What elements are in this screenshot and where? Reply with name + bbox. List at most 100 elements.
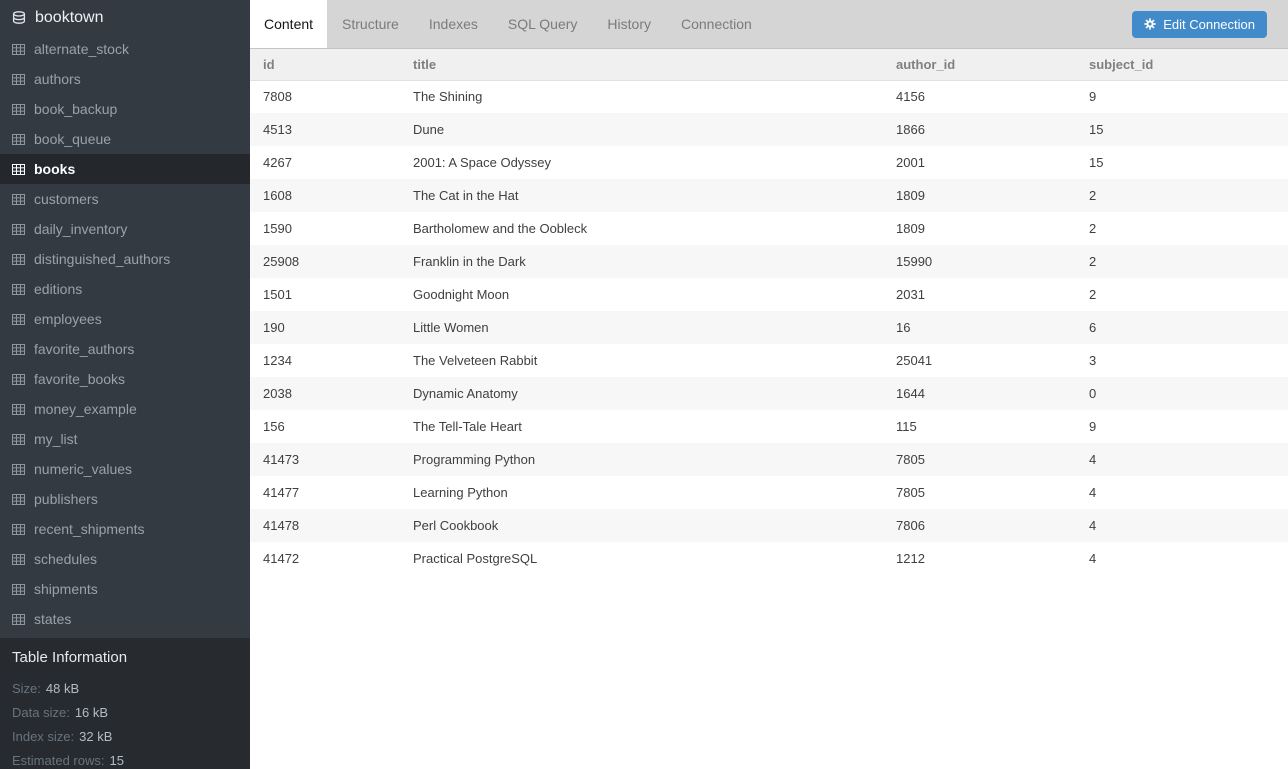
column-header-subject_id[interactable]: subject_id — [1076, 49, 1288, 81]
sidebar-item-authors[interactable]: authors — [0, 64, 250, 94]
table-info-label: Data size: — [12, 704, 70, 720]
cell-subject_id: 2 — [1089, 254, 1097, 269]
sidebar-item-employees[interactable]: employees — [0, 304, 250, 334]
table-row[interactable]: 41477 Learning Python 7805 4 — [250, 476, 1288, 509]
edit-connection-button[interactable]: Edit Connection — [1132, 10, 1267, 38]
table-row[interactable]: 41472 Practical PostgreSQL 1212 4 — [250, 542, 1288, 575]
table-info-panel: Table Information Size: 48 kB Data size:… — [0, 638, 250, 769]
tab-structure[interactable]: Structure — [342, 16, 399, 32]
table-info-rows: Size: 48 kB Data size: 16 kB Index size:… — [12, 676, 238, 769]
sidebar-item-books[interactable]: books — [0, 154, 250, 184]
cell-author_id: 1212 — [896, 551, 925, 566]
cell-subject_id: 4 — [1089, 518, 1097, 533]
cell-title: The Shining — [413, 89, 483, 105]
sidebar-item-alternate_stock[interactable]: alternate_stock — [0, 34, 250, 64]
table-row[interactable]: 4267 2001: A Space Odyssey 2001 15 — [250, 146, 1288, 179]
sidebar-item-database[interactable]: booktown — [0, 2, 250, 34]
column-header-author_id[interactable]: author_id — [883, 49, 1076, 81]
table-info-title: Table Information — [12, 649, 128, 666]
sidebar-table-label: editions — [34, 281, 83, 297]
sidebar-item-publishers[interactable]: publishers — [0, 484, 250, 514]
sidebar-item-favorite_books[interactable]: favorite_books — [0, 364, 250, 394]
table-row[interactable]: 2038 Dynamic Anatomy 1644 0 — [250, 377, 1288, 410]
table-row[interactable]: 1590 Bartholomew and the Oobleck 1809 2 — [250, 212, 1288, 245]
tab-connection[interactable]: Connection — [680, 16, 752, 32]
gear-icon — [1144, 18, 1156, 30]
sidebar-item-numeric_values[interactable]: numeric_values — [0, 454, 250, 484]
table-list: alternate_stock authors book_backup — [0, 34, 250, 638]
tab-content[interactable]: Content — [250, 0, 328, 48]
sidebar-table-label: schedules — [34, 551, 98, 567]
table-info-row: Size: 48 kB — [12, 676, 238, 700]
database-icon — [12, 11, 26, 25]
sidebar-item-recent_shipments[interactable]: recent_shipments — [0, 514, 250, 544]
sidebar-item-customers[interactable]: customers — [0, 184, 250, 214]
cell-author_id: 16 — [896, 320, 911, 335]
sidebar-item-book_queue[interactable]: book_queue — [0, 124, 250, 154]
table-icon — [12, 223, 25, 235]
table-row[interactable]: 156 The Tell-Tale Heart 115 9 — [250, 410, 1288, 443]
table-row[interactable]: 41473 Programming Python 7805 4 — [250, 443, 1288, 476]
table-info-value: 16 kB — [74, 704, 109, 720]
cell-author_id: 7805 — [896, 452, 925, 467]
table-row[interactable]: 25908 Franklin in the Dark 15990 2 — [250, 245, 1288, 278]
table-icon — [12, 193, 25, 205]
cell-subject_id: 4 — [1089, 452, 1097, 467]
cell-author_id: 25041 — [896, 353, 933, 368]
tabs: Content Structure Indexes SQL Query History C… — [250, 0, 767, 48]
cell-title: Dynamic Anatomy — [413, 386, 518, 401]
cell-author_id: 1644 — [896, 386, 925, 401]
sidebar-item-favorite_authors[interactable]: favorite_authors — [0, 334, 250, 364]
cell-subject_id: 15 — [1089, 122, 1104, 137]
table-info-row: Estimated rows: 15 — [12, 748, 238, 769]
table-row[interactable]: 190 Little Women 16 6 — [250, 311, 1288, 344]
tab-indexes[interactable]: Indexes — [428, 16, 478, 32]
sidebar-item-book_backup[interactable]: book_backup — [0, 94, 250, 124]
cell-title: Dune — [413, 122, 445, 137]
table-row[interactable]: 4513 Dune 1866 15 — [250, 113, 1288, 146]
sidebar-item-money_example[interactable]: money_example — [0, 394, 250, 424]
cell-subject_id: 6 — [1089, 320, 1097, 335]
sidebar-item-states[interactable]: states — [0, 604, 250, 634]
tab-sql-query[interactable]: SQL Query — [507, 16, 578, 32]
sidebar-table-label: my_list — [34, 431, 78, 447]
cell-title: The Tell-Tale Heart — [413, 419, 522, 434]
tab-history[interactable]: History — [607, 16, 651, 32]
cell-id: 41478 — [263, 518, 300, 533]
cell-title: Practical PostgreSQL — [413, 551, 538, 566]
table-icon — [12, 583, 25, 595]
table-row[interactable]: 1608 The Cat in the Hat 1809 2 — [250, 179, 1288, 212]
cell-subject_id: 2 — [1089, 188, 1097, 203]
cell-id: 7808 — [263, 89, 292, 105]
cell-title: Perl Cookbook — [413, 518, 499, 533]
content-area: id title author_id subject_id 7808 The Shini… — [250, 49, 1288, 769]
column-header-title[interactable]: title — [400, 49, 883, 81]
table-row[interactable]: 7808 The Shining 4156 9 — [250, 80, 1288, 113]
cell-id: 1501 — [263, 287, 292, 302]
sidebar-item-my_list[interactable]: my_list — [0, 424, 250, 454]
cell-title: The Cat in the Hat — [413, 188, 519, 203]
cell-id: 41472 — [263, 551, 300, 566]
sidebar-item-distinguished_authors[interactable]: distinguished_authors — [0, 244, 250, 274]
sidebar-table-label: customers — [34, 191, 99, 207]
table-row[interactable]: 1501 Goodnight Moon 2031 2 — [250, 278, 1288, 311]
main-panel: Content Structure Indexes SQL Query History C… — [250, 0, 1288, 769]
cell-id: 41473 — [263, 452, 300, 467]
cell-subject_id: 9 — [1089, 89, 1097, 105]
cell-id: 4267 — [263, 155, 292, 170]
table-row[interactable]: 1234 The Velveteen Rabbit 25041 3 — [250, 344, 1288, 377]
sidebar-item-shipments[interactable]: shipments — [0, 574, 250, 604]
column-header-id[interactable]: id — [250, 49, 400, 81]
cell-title: The Velveteen Rabbit — [413, 353, 538, 368]
sidebar-table-label: employees — [34, 311, 102, 327]
sidebar-item-editions[interactable]: editions — [0, 274, 250, 304]
table-icon — [12, 403, 25, 415]
sidebar-item-schedules[interactable]: schedules — [0, 544, 250, 574]
table-icon — [12, 373, 25, 385]
table-row[interactable]: 41478 Perl Cookbook 7806 4 — [250, 509, 1288, 542]
cell-subject_id: 2 — [1089, 287, 1097, 302]
cell-id: 1590 — [263, 221, 292, 236]
sidebar-item-daily_inventory[interactable]: daily_inventory — [0, 214, 250, 244]
cell-title: Bartholomew and the Oobleck — [413, 221, 588, 236]
